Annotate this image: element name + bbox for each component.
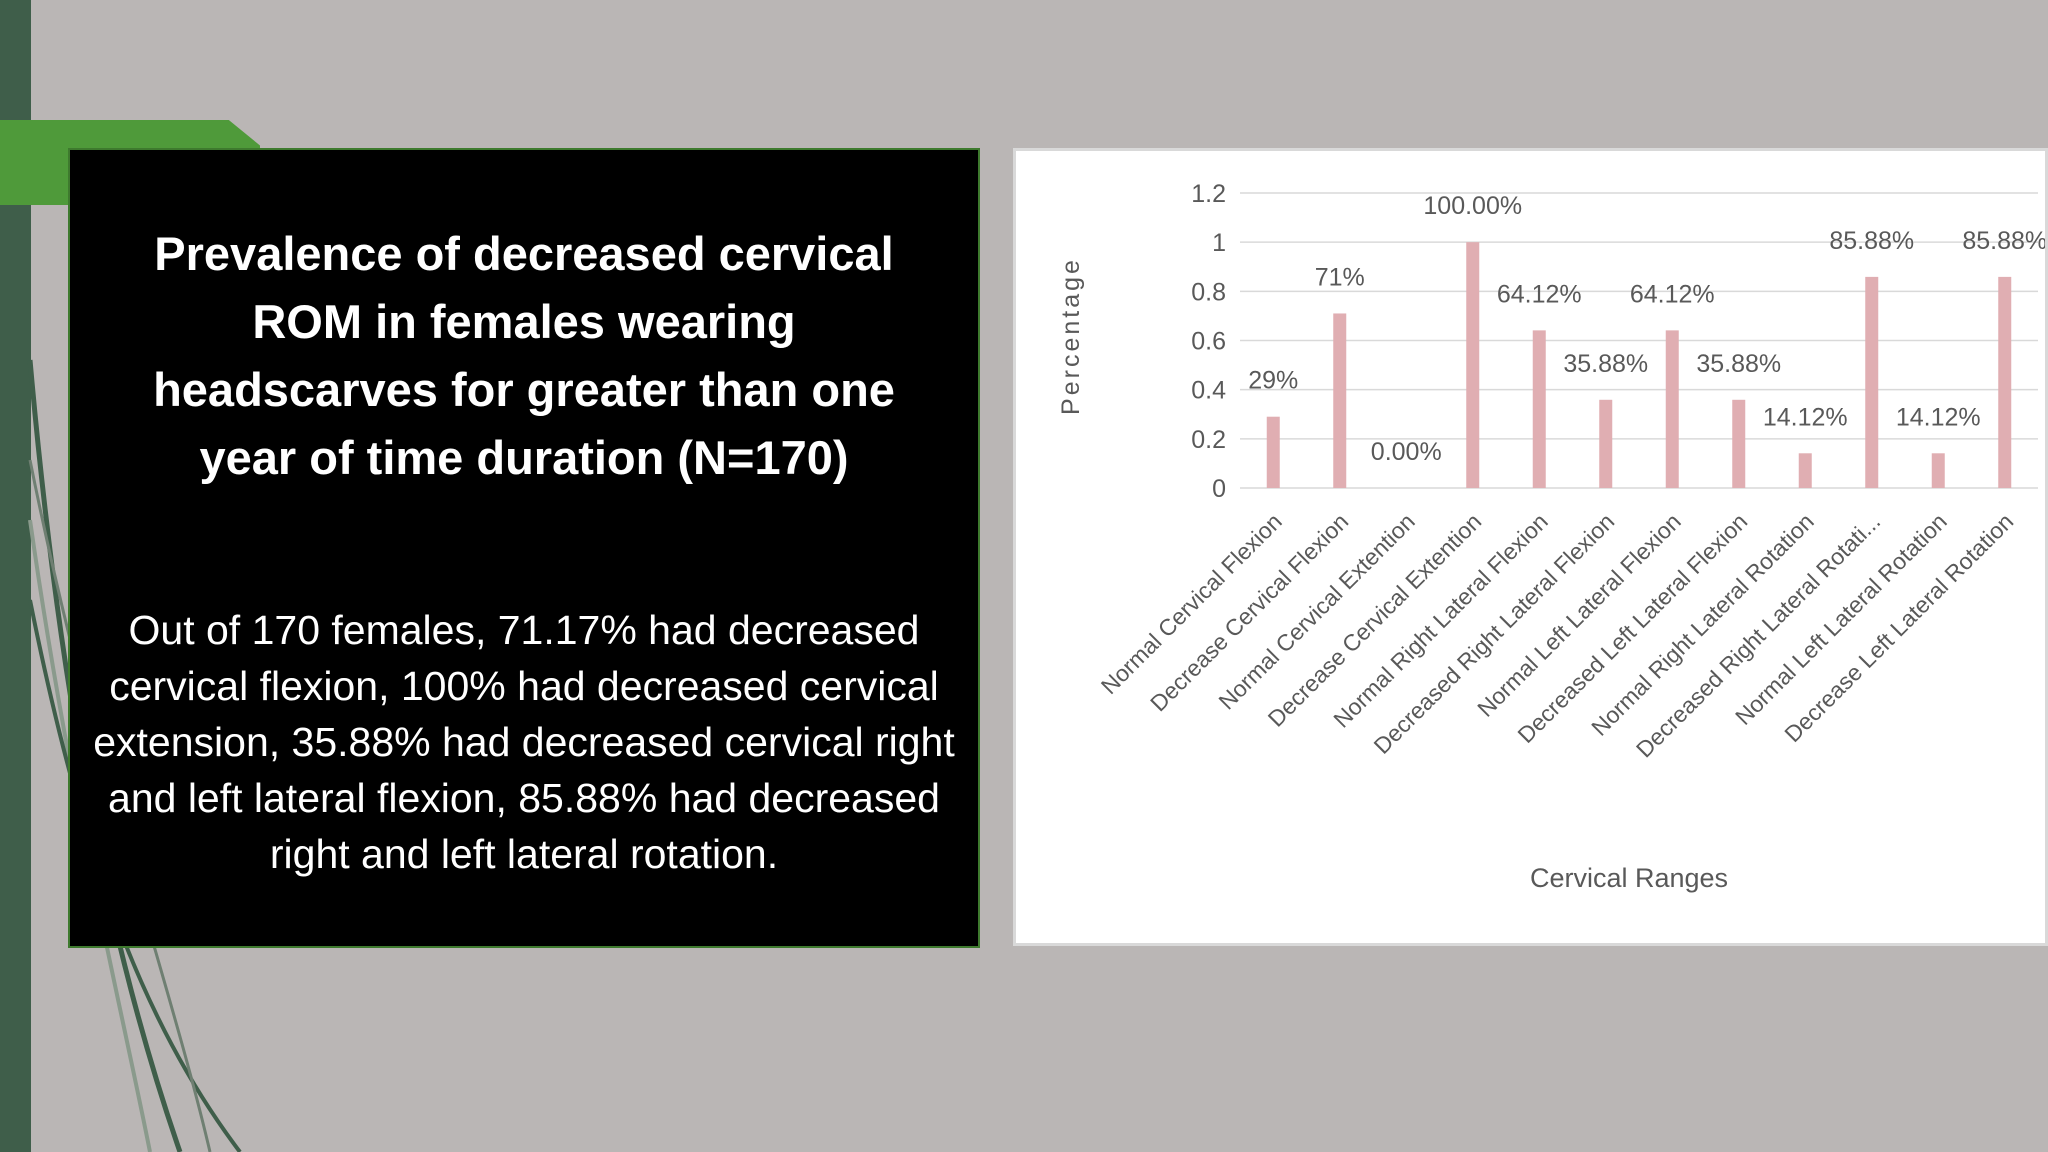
y-axis-ticks: 0 0.2 0.4 0.6 0.8 1 1.2 (1191, 180, 1226, 503)
y-tick-label: 0.4 (1191, 377, 1226, 405)
y-tick-label: 0.8 (1191, 278, 1226, 306)
data-label: 71% (1315, 263, 1365, 291)
chart-gridlines (1240, 192, 2038, 489)
bar-chart: 0 0.2 0.4 0.6 0.8 1 1.2 29% 71% 0.00% 100.00% 64.1… (1057, 180, 2045, 893)
bar (1599, 399, 1613, 488)
category-label: Decreased Right Lateral Rotati... (1631, 508, 1885, 762)
y-tick-label: 1.2 (1191, 180, 1226, 208)
bar (1798, 453, 1812, 488)
data-label: 35.88% (1696, 350, 1781, 378)
x-axis-title: Cervical Ranges (1530, 863, 1728, 893)
bar (1266, 416, 1280, 488)
bar (1998, 276, 2012, 488)
bar (1931, 453, 1945, 488)
data-label: 35.88% (1563, 350, 1648, 378)
bar (1865, 276, 1879, 488)
data-label: 64.12% (1497, 280, 1582, 308)
bar (1466, 242, 1480, 488)
slide-body-text: Out of 170 females, 71.17% had decreased… (93, 607, 955, 877)
data-label: 64.12% (1630, 280, 1715, 308)
y-tick-label: 0 (1212, 475, 1226, 503)
bar (1532, 330, 1546, 488)
bar (1333, 313, 1347, 488)
y-tick-label: 0.2 (1191, 426, 1226, 454)
bar (1665, 330, 1679, 488)
data-label: 100.00% (1423, 192, 1522, 220)
y-tick-label: 1 (1212, 229, 1226, 257)
data-label: 0.00% (1371, 438, 1442, 466)
text-panel: Prevalence of decreased cervical ROM in … (68, 148, 980, 948)
chart-panel: 0 0.2 0.4 0.6 0.8 1 1.2 29% 71% 0.00% 100.00% 64.1… (1013, 148, 2048, 946)
chart-bars (1266, 242, 2012, 488)
bar (1732, 399, 1746, 488)
data-label: 14.12% (1896, 403, 1981, 431)
data-labels: 29% 71% 0.00% 100.00% 64.12% 35.88% 64.12% 35.8… (1248, 192, 2045, 466)
data-label: 29% (1248, 367, 1298, 395)
category-label: Decreased Right Lateral Flexion (1369, 508, 1620, 759)
data-label: 85.88% (1962, 227, 2045, 255)
y-tick-label: 0.6 (1191, 328, 1226, 356)
data-label: 85.88% (1829, 227, 1914, 255)
slide-title: Prevalence of decreased cervical ROM in … (153, 227, 895, 484)
data-label: 14.12% (1763, 403, 1848, 431)
y-axis-title: Percentage (1057, 257, 1085, 415)
